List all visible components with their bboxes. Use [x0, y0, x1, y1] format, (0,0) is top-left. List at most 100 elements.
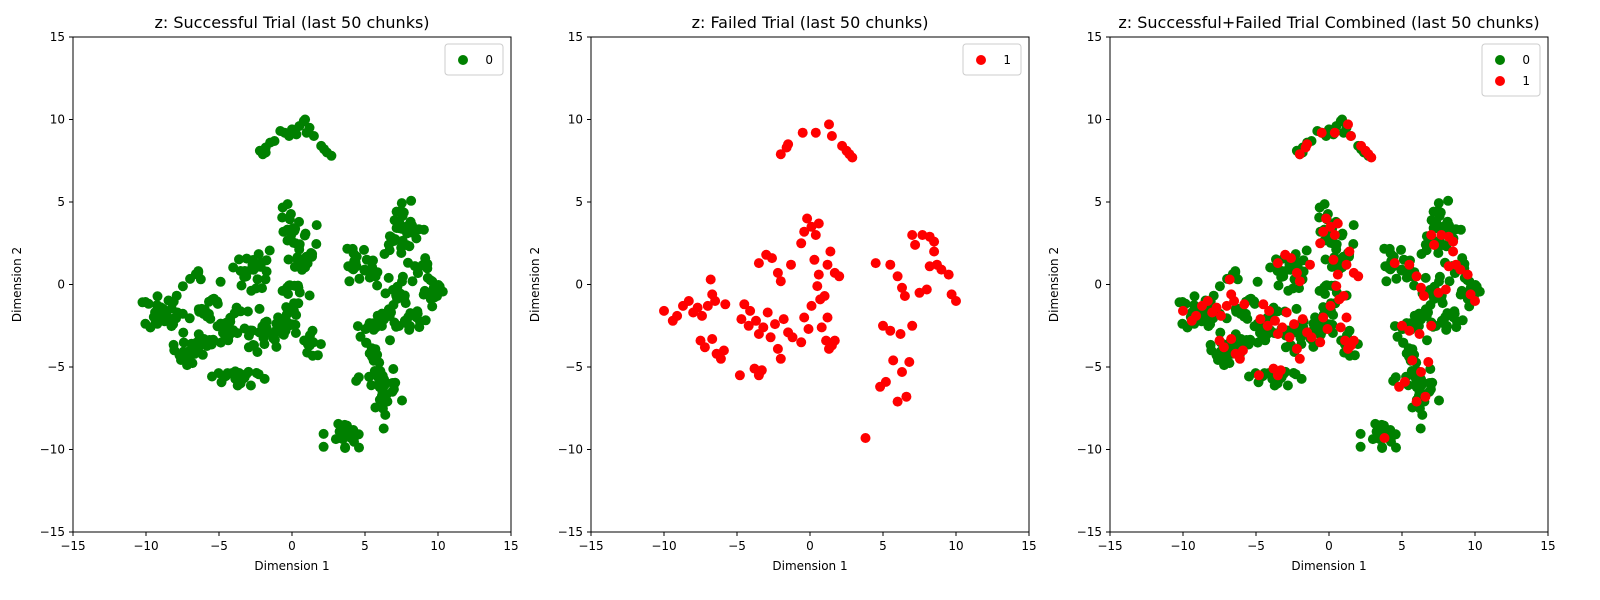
data-point-series-0 [326, 150, 337, 161]
data-point-series-1 [1272, 258, 1283, 269]
x-tick-label: 10 [948, 539, 963, 553]
data-point-series-0 [386, 307, 396, 318]
data-point-series-0 [1437, 298, 1448, 309]
data-point-series-1 [1221, 300, 1232, 311]
x-tick-label: −5 [1247, 539, 1265, 553]
data-point-series-1 [1270, 315, 1280, 326]
data-point-series-0 [231, 302, 242, 313]
data-point-series-0 [1434, 276, 1444, 287]
data-point-series-0 [1474, 286, 1485, 297]
data-point-series-1 [1331, 281, 1342, 292]
legend: 1 [962, 43, 1022, 76]
data-point-series-0 [394, 216, 405, 227]
y-tick-label: 5 [57, 195, 65, 209]
data-point-series-1 [1462, 269, 1473, 280]
data-point-series-0 [304, 290, 315, 301]
data-point-series-1 [1416, 367, 1426, 377]
data-point-series-1 [1318, 312, 1329, 323]
data-point-series-1 [758, 322, 769, 333]
data-point-series-0 [166, 303, 177, 314]
data-point-series-0 [245, 380, 256, 391]
legend-marker-0 [458, 55, 468, 65]
y-tick-label: −15 [558, 525, 583, 539]
data-point-series-0 [391, 321, 402, 332]
data-point-series-0 [418, 224, 429, 235]
data-point-series-1 [1211, 302, 1222, 313]
data-point-series-0 [1392, 331, 1403, 342]
data-point-series-0 [169, 345, 180, 356]
data-point-series-0 [1320, 254, 1331, 265]
data-point-series-0 [1282, 380, 1293, 391]
data-point-series-0 [1420, 272, 1431, 283]
data-point-series-1 [739, 299, 750, 310]
data-point-series-0 [374, 394, 385, 405]
data-point-series-0 [212, 298, 223, 309]
data-point-series-0 [261, 255, 272, 266]
data-point-series-1 [1329, 230, 1340, 240]
data-point-series-0 [1260, 335, 1271, 346]
data-point-series-1 [1264, 305, 1275, 316]
data-point-series-0 [419, 285, 430, 296]
data-point-series-0 [194, 306, 205, 317]
data-point-series-0 [340, 442, 351, 453]
x-tick-label: 15 [1540, 539, 1555, 553]
data-point-series-0 [386, 232, 397, 243]
data-point-series-0 [361, 254, 372, 265]
data-point-series-1 [1353, 271, 1364, 282]
legend: 0 [444, 43, 504, 76]
data-point-series-1 [1294, 149, 1305, 160]
data-point-series-1 [1321, 213, 1332, 224]
data-point-series-1 [1294, 353, 1305, 364]
data-point-series-1 [1407, 355, 1418, 366]
data-point-series-1 [1325, 300, 1336, 311]
legend-box [444, 43, 504, 76]
y-tick-label: 15 [50, 30, 65, 44]
data-point-series-0 [396, 248, 407, 258]
data-point-series-0 [166, 321, 177, 332]
data-point-series-1 [860, 433, 871, 443]
y-axis-label: Dimension 2 [10, 247, 24, 322]
data-point-series-1 [1306, 332, 1317, 343]
data-point-series-0 [236, 280, 247, 291]
data-point-series-1 [1448, 236, 1459, 247]
data-point-series-0 [1348, 220, 1359, 231]
data-point-series-1 [710, 296, 721, 306]
data-point-series-1 [720, 299, 731, 310]
data-point-series-0 [252, 274, 263, 285]
data-point-series-1 [1237, 345, 1248, 356]
data-point-series-0 [1301, 245, 1312, 256]
data-point-series-1 [803, 324, 814, 334]
data-point-series-0 [1449, 308, 1460, 319]
data-point-series-1 [799, 312, 810, 323]
data-point-series-0 [1433, 205, 1444, 216]
data-point-series-0 [1231, 306, 1242, 317]
data-point-series-0 [290, 328, 301, 338]
data-point-series-0 [269, 334, 280, 345]
data-point-series-0 [152, 291, 163, 302]
data-point-series-0 [254, 303, 265, 314]
data-point-series-0 [1455, 224, 1466, 235]
x-axis-label: Dimension 1 [1291, 559, 1366, 573]
data-point-series-1 [707, 334, 718, 344]
data-point-series-0 [376, 316, 387, 327]
legend: 01 [1481, 43, 1541, 97]
data-point-series-0 [300, 114, 311, 125]
data-point-series-0 [388, 364, 399, 374]
data-point-series-1 [1277, 322, 1288, 333]
data-point-series-0 [1344, 325, 1355, 336]
data-point-series-1 [1344, 246, 1355, 257]
x-tick-label: 0 [1325, 539, 1333, 553]
data-point-series-0 [1390, 372, 1401, 383]
data-point-series-1 [936, 264, 947, 275]
data-point-series-0 [1288, 368, 1299, 378]
y-tick-label: −10 [558, 443, 583, 457]
data-point-series-1 [806, 300, 817, 311]
data-point-series-0 [414, 322, 425, 333]
y-tick-label: −5 [565, 360, 583, 374]
data-point-series-0 [177, 308, 188, 319]
data-point-series-0 [186, 338, 197, 349]
data-point-series-1 [885, 325, 896, 336]
data-point-series-1 [1335, 322, 1346, 333]
data-point-series-1 [812, 281, 823, 292]
